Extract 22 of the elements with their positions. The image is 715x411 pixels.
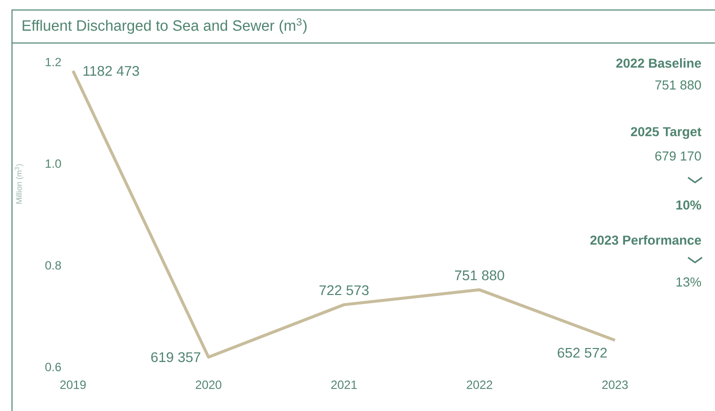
annotation: 619 357 — [151, 352, 200, 362]
x-tick-label: 2021 — [331, 380, 357, 389]
x-tick-label: 2020 — [196, 380, 222, 389]
annotation: 751 880 — [455, 270, 504, 280]
y-tick-label: 1.2 — [46, 58, 61, 66]
annotation: 722 573 — [320, 285, 369, 296]
annotation: 2025 Target — [630, 127, 702, 139]
annotation: 13% — [676, 277, 702, 287]
annotation: 751 880 — [655, 80, 701, 90]
x-tick-label: 2023 — [602, 380, 628, 389]
y-tick-label: 0.8 — [45, 261, 61, 270]
annotation: 2022 Baseline — [616, 58, 702, 68]
annotation: 652 572 — [558, 348, 607, 358]
annotation: 1182 473 — [84, 66, 140, 76]
y-tick-label: 1.0 — [46, 159, 62, 168]
x-tick-label: 2022 — [466, 380, 492, 389]
annotation: 10% — [676, 200, 702, 210]
y-tick-label: 0.6 — [45, 362, 61, 372]
annotation: 679 170 — [655, 151, 701, 161]
chart-title: Effluent Discharged to Sea and Sewer (m$^{3}$) — [22, 18, 307, 34]
x-tick-label: 2019 — [60, 380, 86, 389]
annotation: 2023 Performance — [590, 235, 702, 245]
